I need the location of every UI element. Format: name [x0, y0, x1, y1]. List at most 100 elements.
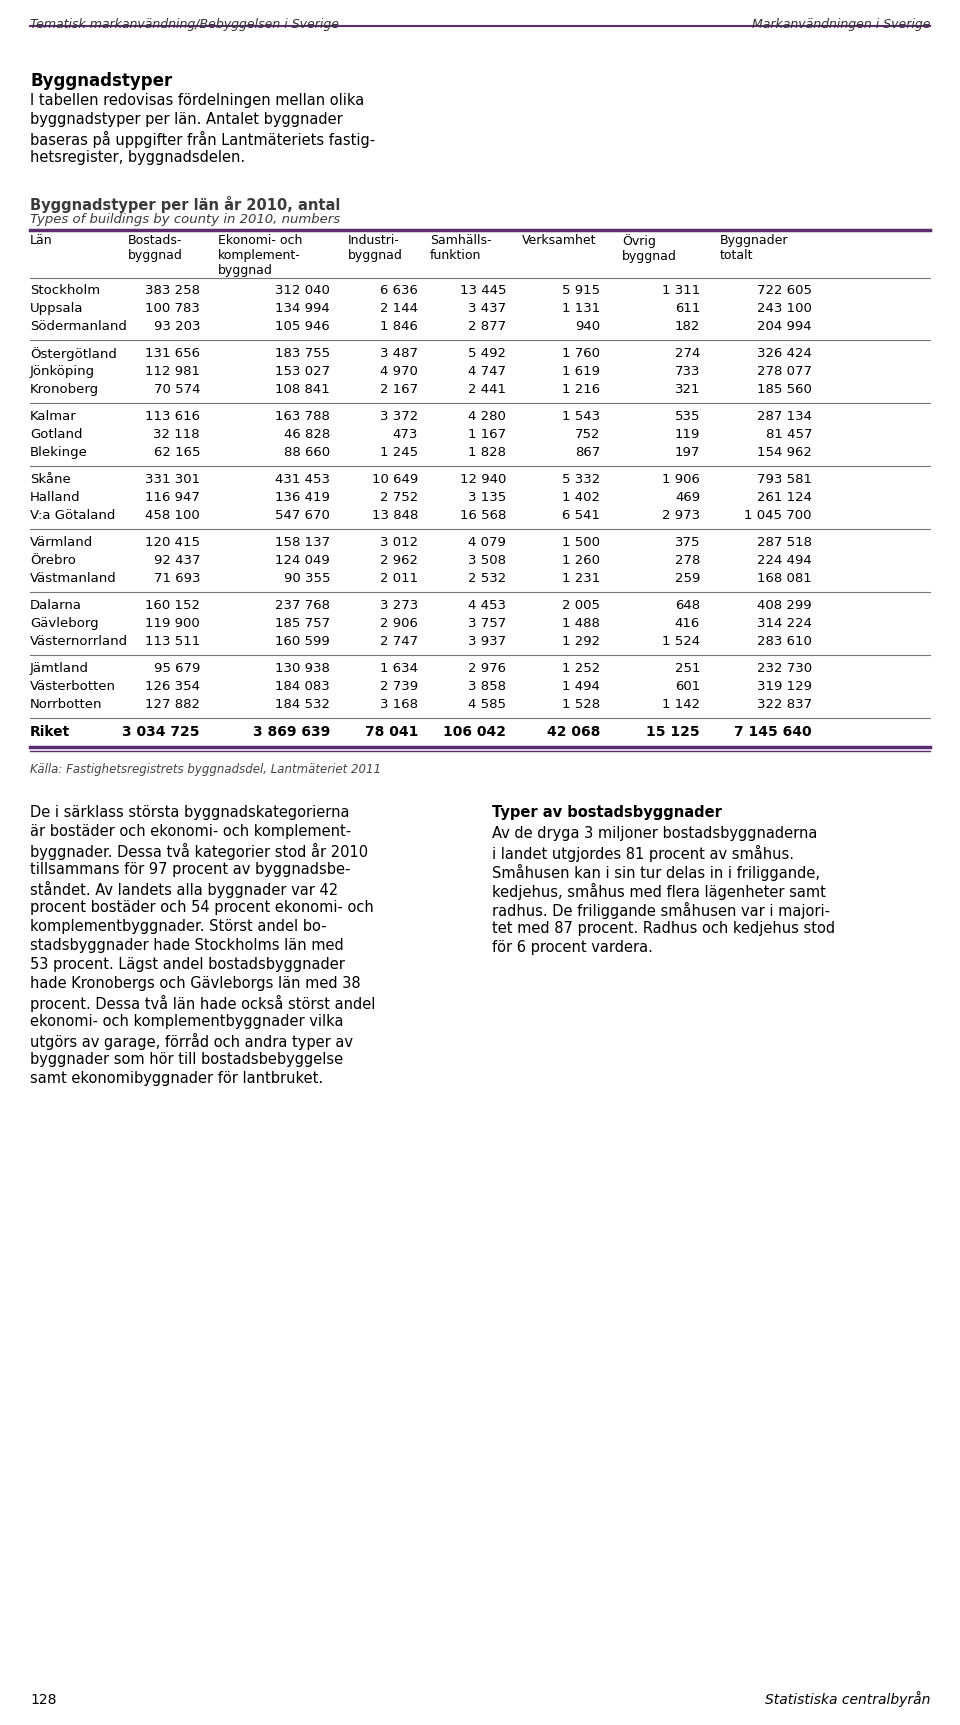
Text: 1 543: 1 543: [562, 411, 600, 423]
Text: 78 041: 78 041: [365, 724, 418, 738]
Text: Typer av bostadsbyggnader: Typer av bostadsbyggnader: [492, 806, 722, 819]
Text: 648: 648: [675, 599, 700, 612]
Text: 62 165: 62 165: [154, 447, 200, 459]
Text: 2 877: 2 877: [468, 321, 506, 333]
Text: 259: 259: [675, 573, 700, 585]
Text: 184 083: 184 083: [276, 680, 330, 693]
Text: tet med 87 procent. Radhus och kedjehus stod: tet med 87 procent. Radhus och kedjehus …: [492, 921, 835, 937]
Text: Stockholm: Stockholm: [30, 285, 100, 297]
Text: 278: 278: [675, 554, 700, 568]
Text: Samhälls-
funktion: Samhälls- funktion: [430, 235, 492, 262]
Text: 408 299: 408 299: [757, 599, 812, 612]
Text: 42 068: 42 068: [546, 724, 600, 738]
Text: 1 528: 1 528: [562, 699, 600, 711]
Text: i landet utgjordes 81 procent av småhus.: i landet utgjordes 81 procent av småhus.: [492, 845, 794, 862]
Text: 3 135: 3 135: [468, 492, 506, 504]
Text: Jämtland: Jämtland: [30, 662, 89, 674]
Text: Källa: Fastighetsregistrets byggnadsdel, Lantmäteriet 2011: Källa: Fastighetsregistrets byggnadsdel,…: [30, 762, 381, 776]
Text: Örebro: Örebro: [30, 554, 76, 568]
Text: 2 441: 2 441: [468, 383, 506, 397]
Text: 5 492: 5 492: [468, 347, 506, 361]
Text: 70 574: 70 574: [154, 383, 200, 397]
Text: 331 301: 331 301: [145, 473, 200, 486]
Text: Halland: Halland: [30, 492, 81, 504]
Text: 1 760: 1 760: [562, 347, 600, 361]
Text: 940: 940: [575, 321, 600, 333]
Text: 2 167: 2 167: [380, 383, 418, 397]
Text: 2 011: 2 011: [380, 573, 418, 585]
Text: Östergötland: Östergötland: [30, 347, 117, 361]
Text: Tematisk markanvändning/Bebyggelsen i Sverige: Tematisk markanvändning/Bebyggelsen i Sv…: [30, 17, 339, 31]
Text: 611: 611: [675, 302, 700, 316]
Text: 237 768: 237 768: [275, 599, 330, 612]
Text: är bostäder och ekonomi- och komplement-: är bostäder och ekonomi- och komplement-: [30, 825, 351, 838]
Text: 131 656: 131 656: [145, 347, 200, 361]
Text: 326 424: 326 424: [757, 347, 812, 361]
Text: byggnader. Dessa två kategorier stod år 2010: byggnader. Dessa två kategorier stod år …: [30, 844, 368, 861]
Text: Västerbotten: Västerbotten: [30, 680, 116, 693]
Text: 1 494: 1 494: [563, 680, 600, 693]
Text: 130 938: 130 938: [276, 662, 330, 674]
Text: 287 134: 287 134: [757, 411, 812, 423]
Text: 32 118: 32 118: [154, 428, 200, 442]
Text: Byggnadstyper: Byggnadstyper: [30, 72, 172, 90]
Text: 2 532: 2 532: [468, 573, 506, 585]
Text: 46 828: 46 828: [284, 428, 330, 442]
Text: 322 837: 322 837: [756, 699, 812, 711]
Text: Types of buildings by county in 2010, numbers: Types of buildings by county in 2010, nu…: [30, 212, 340, 226]
Text: 1 131: 1 131: [562, 302, 600, 316]
Text: 1 260: 1 260: [562, 554, 600, 568]
Text: 153 027: 153 027: [275, 366, 330, 378]
Text: 752: 752: [574, 428, 600, 442]
Text: 1 634: 1 634: [380, 662, 418, 674]
Text: 473: 473: [393, 428, 418, 442]
Text: 6 636: 6 636: [380, 285, 418, 297]
Text: I tabellen redovisas fördelningen mellan olika: I tabellen redovisas fördelningen mellan…: [30, 93, 364, 109]
Text: utgörs av garage, förråd och andra typer av: utgörs av garage, förråd och andra typer…: [30, 1033, 353, 1051]
Text: De i särklass största byggnadskategorierna: De i särklass största byggnadskategorier…: [30, 806, 349, 819]
Text: 321: 321: [675, 383, 700, 397]
Text: 1 311: 1 311: [661, 285, 700, 297]
Text: för 6 procent vardera.: för 6 procent vardera.: [492, 940, 653, 956]
Text: 3 508: 3 508: [468, 554, 506, 568]
Text: 88 660: 88 660: [284, 447, 330, 459]
Text: 16 568: 16 568: [460, 509, 506, 523]
Text: 733: 733: [675, 366, 700, 378]
Text: 10 649: 10 649: [372, 473, 418, 486]
Text: 105 946: 105 946: [276, 321, 330, 333]
Text: 2 976: 2 976: [468, 662, 506, 674]
Text: byggnader som hör till bostadsbebyggelse: byggnader som hör till bostadsbebyggelse: [30, 1052, 343, 1068]
Text: procent bostäder och 54 procent ekonomi- och: procent bostäder och 54 procent ekonomi-…: [30, 900, 373, 914]
Text: 4 585: 4 585: [468, 699, 506, 711]
Text: 120 415: 120 415: [145, 536, 200, 549]
Text: 3 858: 3 858: [468, 680, 506, 693]
Text: 2 962: 2 962: [380, 554, 418, 568]
Text: komplementbyggnader. Störst andel bo-: komplementbyggnader. Störst andel bo-: [30, 919, 326, 933]
Text: Småhusen kan i sin tur delas in i friliggande,: Småhusen kan i sin tur delas in i frilig…: [492, 864, 820, 881]
Text: 867: 867: [575, 447, 600, 459]
Text: 1 231: 1 231: [562, 573, 600, 585]
Text: Statistiska centralbyrån: Statistiska centralbyrån: [764, 1690, 930, 1708]
Text: Kronoberg: Kronoberg: [30, 383, 99, 397]
Text: 2 144: 2 144: [380, 302, 418, 316]
Text: 204 994: 204 994: [757, 321, 812, 333]
Text: 232 730: 232 730: [756, 662, 812, 674]
Text: 4 079: 4 079: [468, 536, 506, 549]
Text: Jönköping: Jönköping: [30, 366, 95, 378]
Text: 5 332: 5 332: [562, 473, 600, 486]
Text: 182: 182: [675, 321, 700, 333]
Text: 601: 601: [675, 680, 700, 693]
Text: 2 906: 2 906: [380, 618, 418, 630]
Text: 4 453: 4 453: [468, 599, 506, 612]
Text: Norrbotten: Norrbotten: [30, 699, 103, 711]
Text: Blekinge: Blekinge: [30, 447, 88, 459]
Text: Skåne: Skåne: [30, 473, 71, 486]
Text: 116 947: 116 947: [145, 492, 200, 504]
Text: 13 848: 13 848: [372, 509, 418, 523]
Text: Byggnader
totalt: Byggnader totalt: [720, 235, 788, 262]
Text: 1 045 700: 1 045 700: [745, 509, 812, 523]
Text: 261 124: 261 124: [757, 492, 812, 504]
Text: 3 757: 3 757: [468, 618, 506, 630]
Text: Markanvändningen i Sverige: Markanvändningen i Sverige: [752, 17, 930, 31]
Text: 134 994: 134 994: [276, 302, 330, 316]
